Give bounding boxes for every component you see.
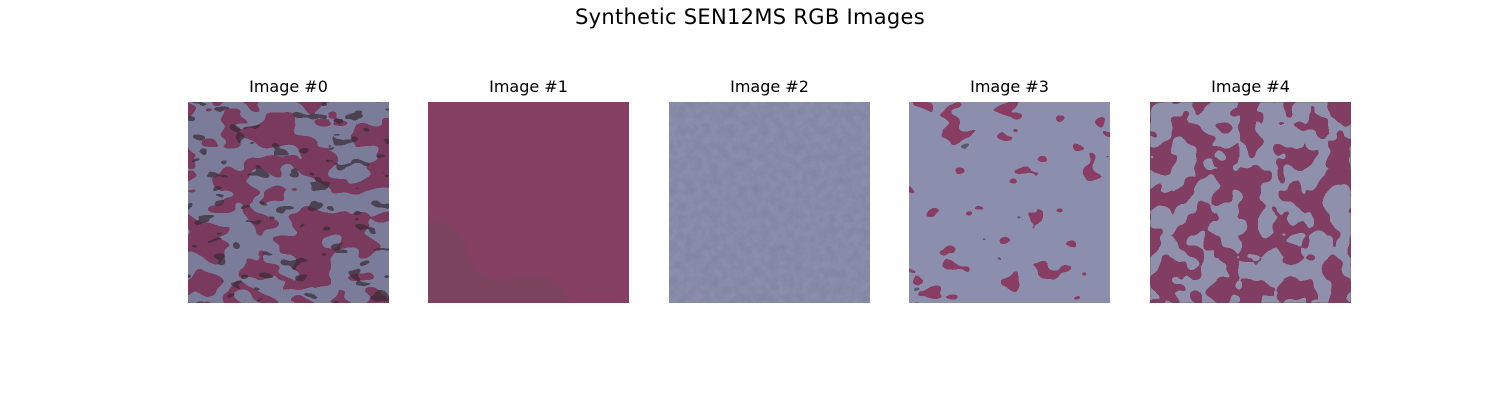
image-panel-2: Image #2	[669, 76, 870, 303]
image-title: Image #4	[1211, 77, 1290, 96]
image-panel-1: Image #1	[428, 76, 629, 303]
image-title: Image #2	[730, 77, 809, 96]
image-title: Image #0	[249, 77, 328, 96]
image-panel-3: Image #3	[909, 76, 1110, 303]
image-title: Image #3	[970, 77, 1049, 96]
synthetic-image-3	[909, 102, 1110, 303]
synthetic-image-0	[188, 102, 389, 303]
image-panel-0: Image #0	[188, 76, 389, 303]
synthetic-image-1	[428, 102, 629, 303]
figure-title: Synthetic SEN12MS RGB Images	[574, 5, 926, 29]
image-panel-4: Image #4	[1150, 76, 1351, 303]
synthetic-image-4	[1150, 102, 1351, 303]
synthetic-image-2	[669, 102, 870, 303]
image-title: Image #1	[489, 77, 568, 96]
